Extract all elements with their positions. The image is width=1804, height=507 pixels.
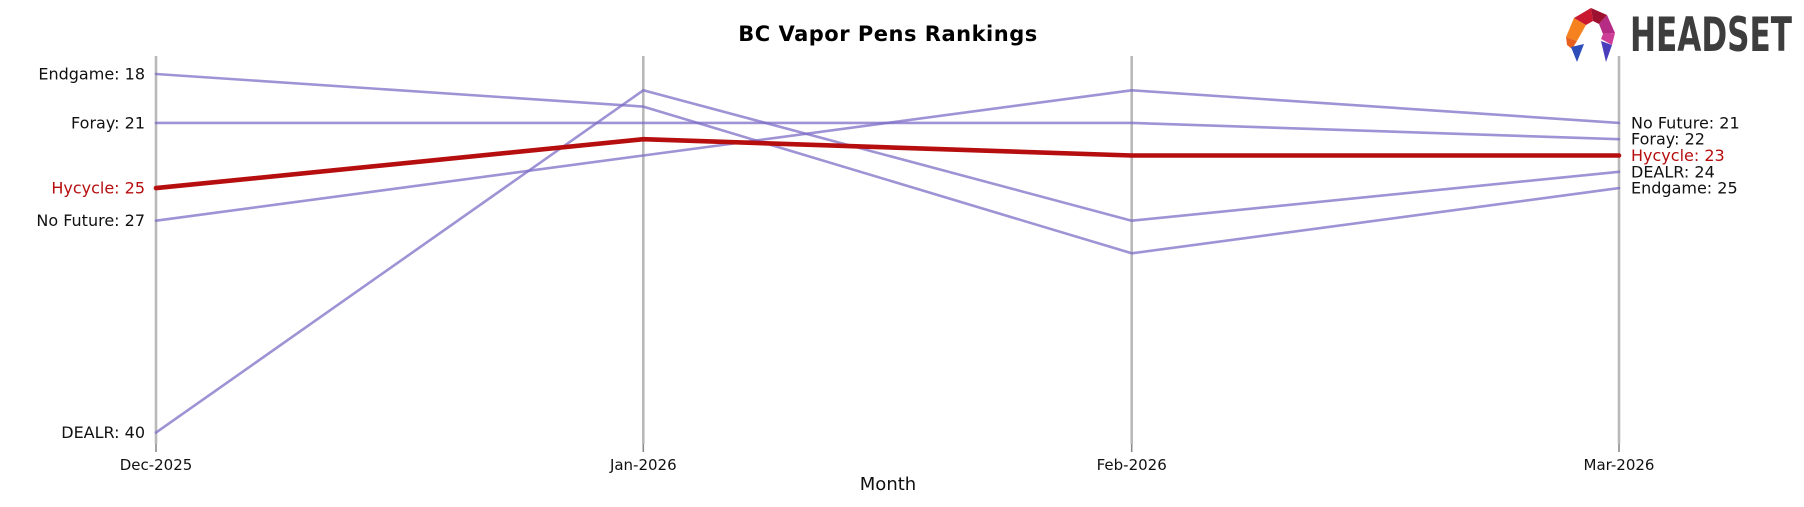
logo-facet-pink [1601, 33, 1615, 45]
series-label-right-foray: Foray: 22 [1631, 130, 1705, 149]
series-label-right-no-future: No Future: 21 [1631, 113, 1740, 132]
series-label-right-endgame: Endgame: 25 [1631, 179, 1738, 198]
series-line-hycycle [153, 136, 1622, 191]
x-tick-label-1: Jan-2026 [609, 456, 677, 474]
logo-facet-magenta [1599, 15, 1615, 34]
headset-logo-wordmark-svg: HEADSET [1630, 8, 1792, 62]
headset-logo: HEADSET [1563, 5, 1796, 63]
series-label-right-dealr: DEALR: 24 [1631, 162, 1715, 181]
series-label-left-hycycle: Hycycle: 25 [51, 179, 145, 198]
x-tick-label-0: Dec-2025 [120, 456, 193, 474]
x-tick-label-2: Feb-2026 [1097, 456, 1167, 474]
headset-wordmark: HEADSET [1630, 8, 1792, 62]
series-label-left-foray: Foray: 21 [71, 113, 145, 132]
logo-facet-indigo [1601, 41, 1612, 62]
headset-logo-icon [1566, 8, 1615, 62]
x-tick-label-3: Mar-2026 [1584, 456, 1655, 474]
series-label-left-dealr: DEALR: 40 [61, 423, 145, 442]
series-label-right-hycycle: Hycycle: 23 [1631, 146, 1725, 165]
logo-facet-red [1574, 8, 1593, 25]
logo-facet-blue [1571, 44, 1584, 62]
series-line-foray [154, 121, 1621, 141]
logo-facet-dark-orange [1566, 37, 1577, 49]
logo-facet-maroon [1591, 8, 1607, 24]
series-line-dealr [154, 89, 1621, 434]
series-line-endgame [154, 72, 1621, 255]
chart-title: BC Vapor Pens Rankings [738, 22, 1038, 46]
series-line-no-future [154, 89, 1621, 222]
logo-facet-orange [1566, 18, 1586, 41]
series-label-left-endgame: Endgame: 18 [38, 65, 145, 84]
x-axis-title: Month [859, 474, 917, 495]
series-label-left-no-future: No Future: 27 [36, 211, 145, 230]
